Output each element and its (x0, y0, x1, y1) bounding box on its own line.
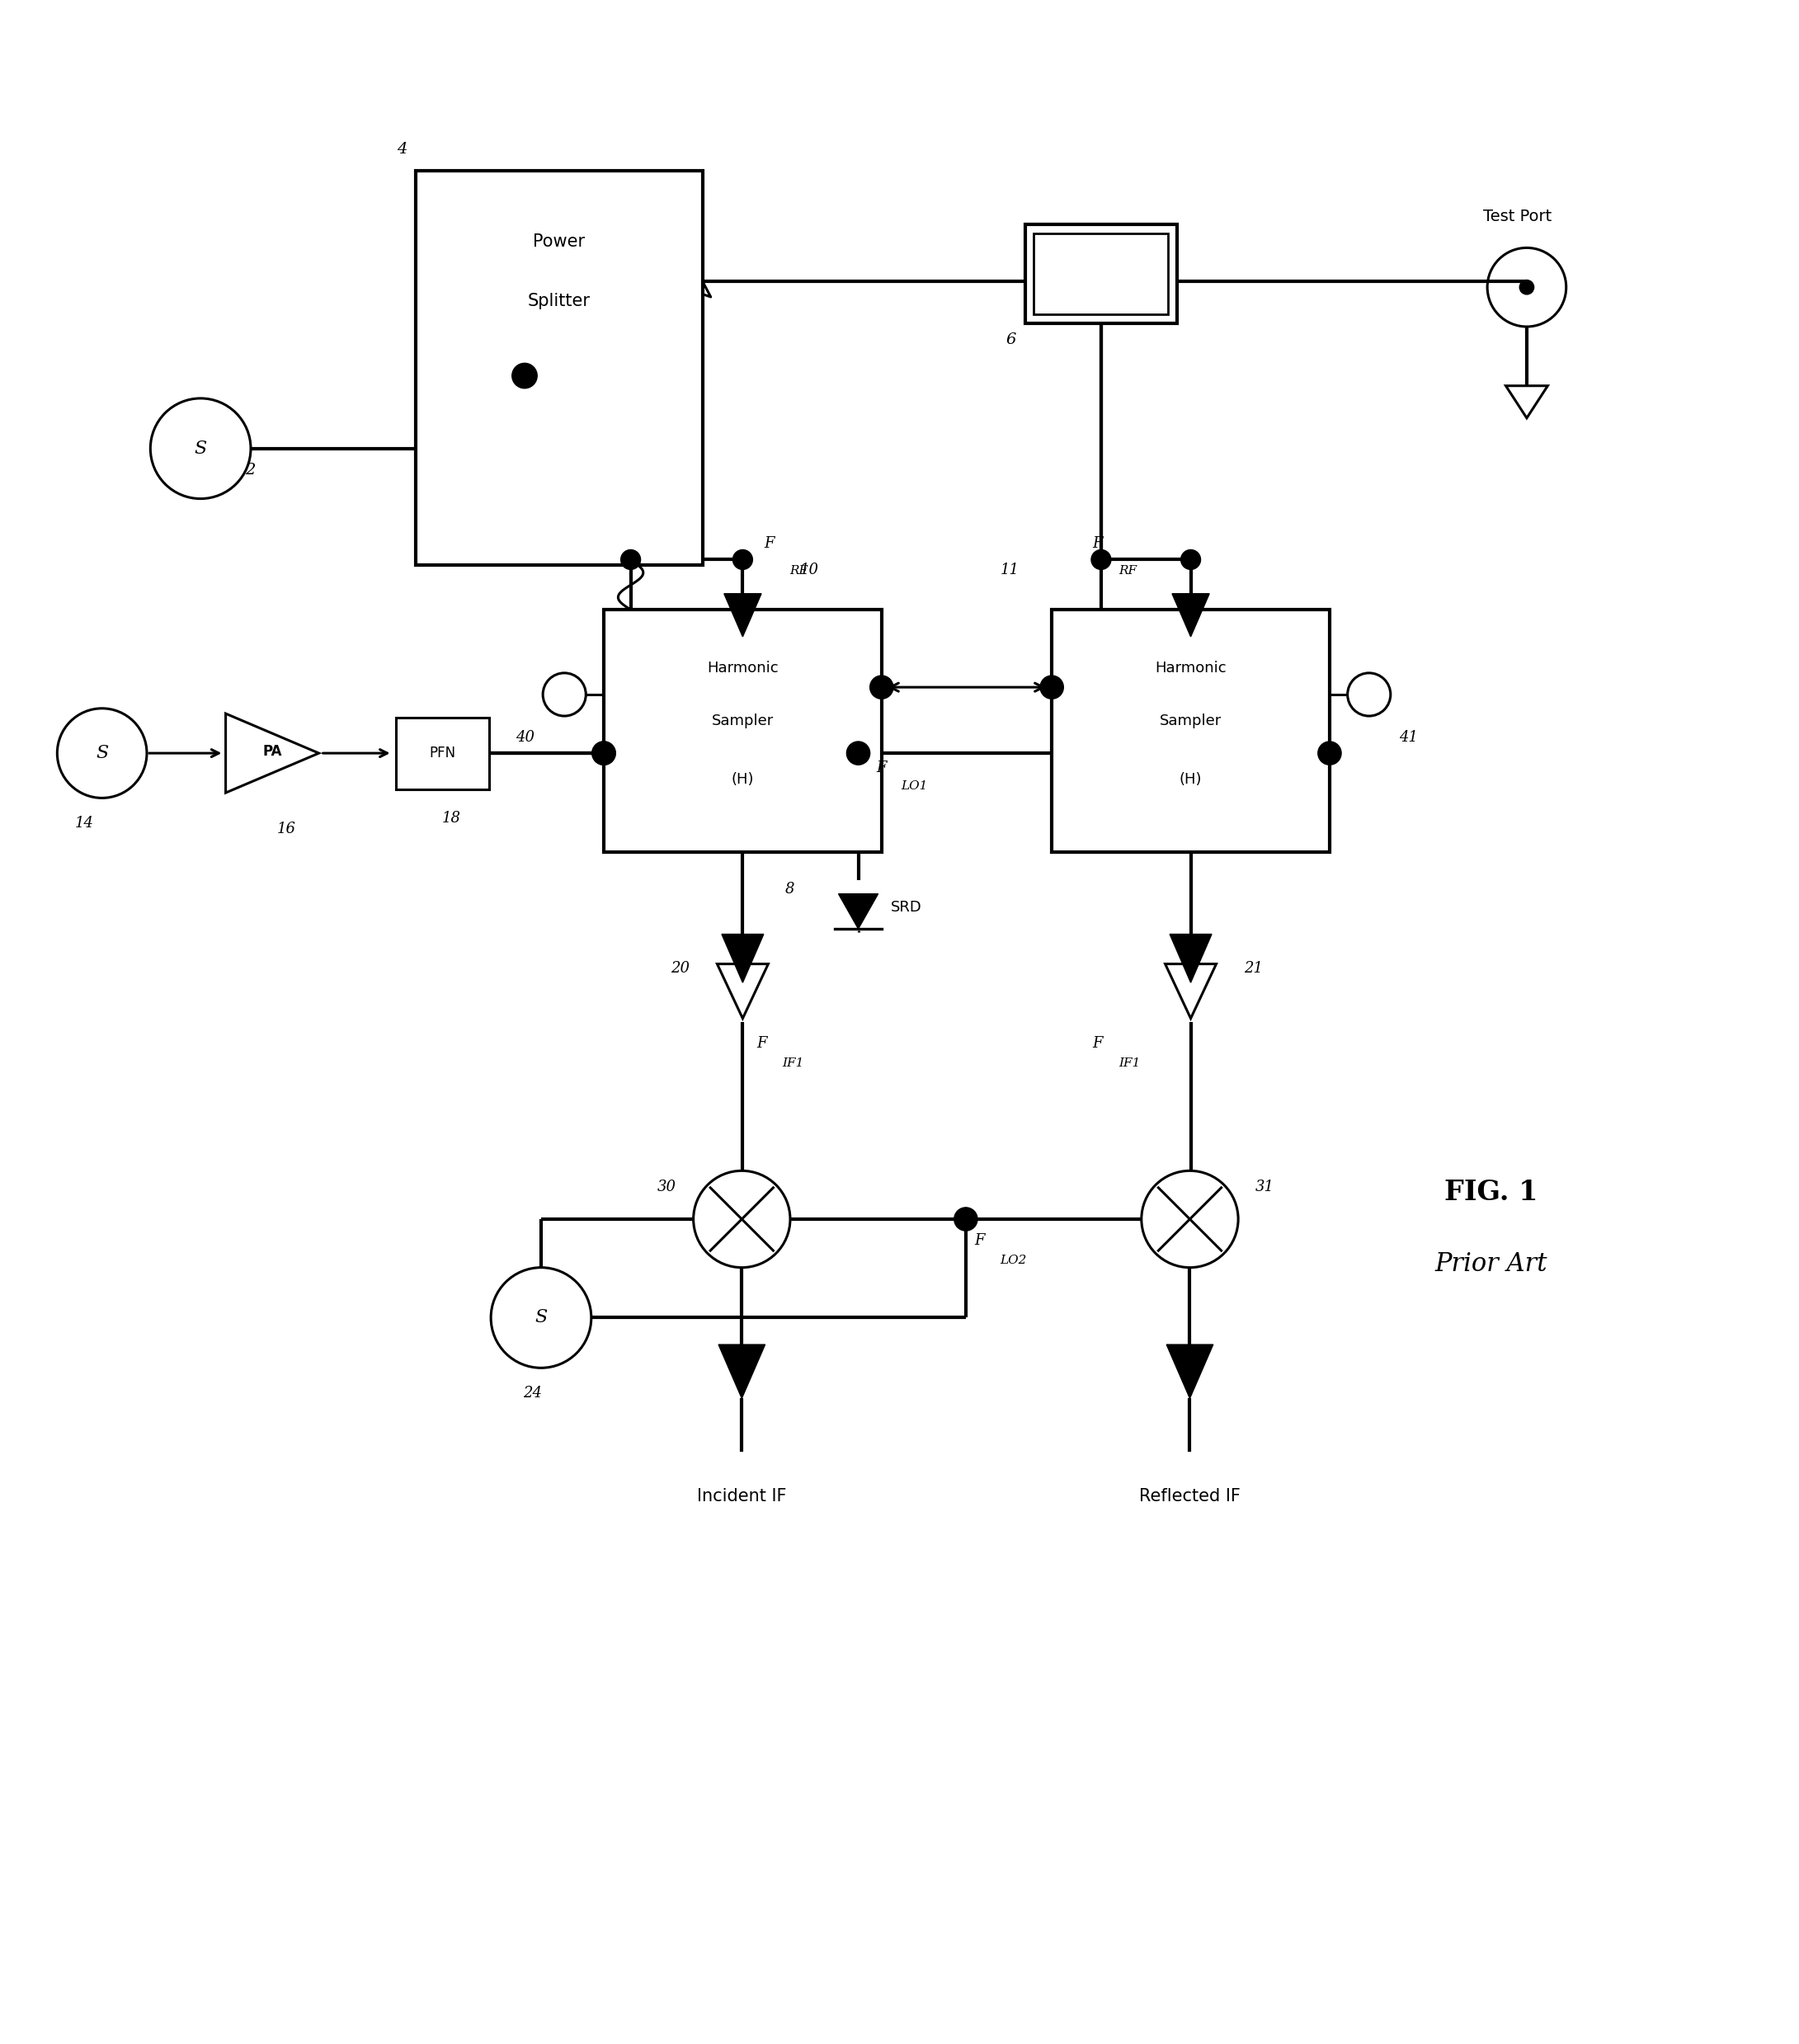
Polygon shape (718, 1345, 765, 1398)
Text: Harmonic: Harmonic (1155, 660, 1227, 675)
Text: F: F (757, 1036, 768, 1051)
Polygon shape (1166, 1345, 1213, 1398)
Text: 8: 8 (786, 881, 795, 897)
Circle shape (592, 742, 615, 764)
Circle shape (1520, 280, 1535, 294)
Text: Prior Art: Prior Art (1434, 1251, 1547, 1278)
Polygon shape (1166, 965, 1216, 1018)
Text: 24: 24 (524, 1386, 541, 1400)
Circle shape (592, 742, 615, 764)
Circle shape (543, 672, 586, 715)
Bar (416, 172, 702, 564)
Text: 14: 14 (74, 816, 94, 830)
Polygon shape (718, 965, 768, 1018)
Text: PA: PA (263, 744, 282, 758)
Text: RF: RF (790, 564, 808, 576)
Text: 30: 30 (657, 1179, 676, 1194)
Text: Test Port: Test Port (1484, 208, 1553, 225)
Circle shape (847, 742, 871, 764)
Text: Power: Power (533, 233, 585, 249)
Text: S: S (95, 744, 108, 762)
Text: F: F (975, 1233, 986, 1249)
Text: SRD: SRD (891, 899, 921, 916)
Text: S: S (194, 439, 207, 458)
Circle shape (513, 364, 538, 388)
Text: 21: 21 (1243, 961, 1263, 975)
Circle shape (1040, 677, 1063, 699)
Text: 11: 11 (1000, 562, 1020, 578)
Polygon shape (1173, 593, 1209, 636)
Polygon shape (721, 934, 763, 983)
Text: 10: 10 (801, 562, 819, 578)
Text: 40: 40 (516, 730, 534, 746)
Text: LO2: LO2 (1000, 1255, 1027, 1267)
Text: F: F (876, 760, 887, 775)
Text: 6: 6 (1006, 331, 1016, 347)
Text: 16: 16 (277, 822, 297, 836)
Text: 31: 31 (1256, 1179, 1274, 1194)
Text: 20: 20 (671, 961, 689, 975)
Text: LO1: LO1 (901, 781, 928, 791)
Text: (H): (H) (732, 773, 754, 787)
Bar (604, 609, 882, 852)
Circle shape (953, 1208, 977, 1230)
Text: F: F (1092, 1036, 1103, 1051)
Text: FIG. 1: FIG. 1 (1445, 1179, 1538, 1206)
Text: Sampler: Sampler (1160, 713, 1222, 728)
Text: Reflected IF: Reflected IF (1139, 1488, 1241, 1504)
Text: IF1: IF1 (783, 1059, 804, 1069)
Circle shape (1347, 672, 1391, 715)
Polygon shape (838, 893, 878, 928)
Circle shape (1092, 550, 1112, 570)
Text: Incident IF: Incident IF (696, 1488, 786, 1504)
Text: PFN: PFN (430, 746, 455, 760)
Polygon shape (1169, 934, 1213, 983)
Bar (1025, 225, 1177, 323)
Text: Splitter: Splitter (527, 292, 590, 309)
Polygon shape (723, 593, 761, 636)
Text: S: S (534, 1308, 547, 1327)
Text: 2: 2 (245, 462, 255, 478)
Circle shape (1319, 742, 1342, 764)
Text: RF: RF (1119, 564, 1137, 576)
Text: 41: 41 (1400, 730, 1418, 746)
Text: Harmonic: Harmonic (707, 660, 779, 675)
Bar (1034, 233, 1168, 315)
Text: (H): (H) (1180, 773, 1202, 787)
Text: F: F (1092, 536, 1103, 550)
Text: 4: 4 (396, 141, 407, 157)
Text: 18: 18 (443, 811, 461, 826)
Circle shape (732, 550, 752, 570)
Text: Sampler: Sampler (712, 713, 774, 728)
Text: IF1: IF1 (1119, 1059, 1141, 1069)
Circle shape (1180, 550, 1200, 570)
Bar (396, 717, 489, 789)
Text: F: F (765, 536, 775, 550)
Polygon shape (1506, 386, 1547, 419)
Bar (1052, 609, 1329, 852)
Circle shape (871, 677, 894, 699)
Circle shape (621, 550, 640, 570)
